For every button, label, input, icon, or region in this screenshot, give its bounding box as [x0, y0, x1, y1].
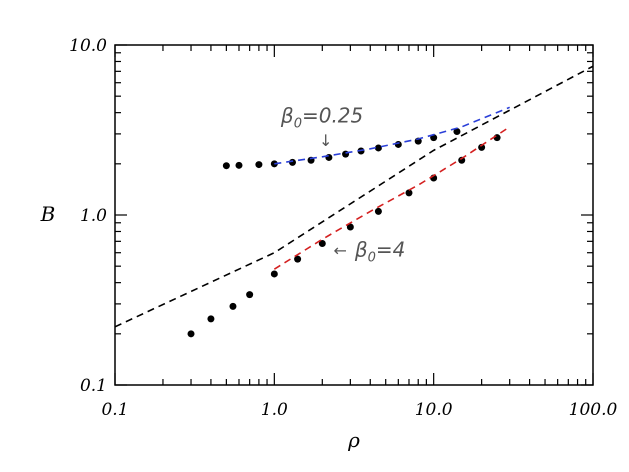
series-2-point-0	[187, 330, 195, 338]
series-0-point-0	[222, 162, 230, 170]
series-0-point-13	[453, 127, 461, 135]
y-axis-title: B	[40, 202, 56, 226]
series-0-point-4	[288, 158, 296, 166]
x-axis-title: ρ	[347, 428, 360, 452]
series-2-point-4	[270, 270, 278, 278]
annotation-arrow-down: ↓	[319, 131, 332, 150]
annotation-arrow-left: ←	[333, 241, 346, 260]
series-2-point-11	[458, 156, 466, 164]
series-0-point-1	[235, 161, 243, 169]
series-2-point-9	[405, 189, 413, 197]
series-0-point-10	[394, 140, 402, 148]
y-tick-label-0: 0.1	[80, 376, 107, 396]
series-2-point-7	[346, 223, 354, 231]
series-2-point-12	[478, 143, 486, 151]
series-2-point-5	[294, 255, 302, 263]
series-2-point-3	[246, 291, 254, 299]
series-2-point-6	[318, 239, 326, 247]
annotation-beta-4: β0=4	[354, 238, 406, 266]
series-2-point-2	[229, 302, 237, 310]
series-4-line	[114, 65, 594, 328]
plot-frame	[114, 44, 594, 386]
series-0-point-6	[325, 153, 333, 161]
series-layer	[114, 65, 594, 338]
x-tick-label-2: 10.0	[415, 400, 453, 420]
y-tick-label-2: 10.0	[69, 36, 107, 56]
series-2-point-1	[207, 315, 215, 323]
x-tick-label-1: 1.0	[261, 400, 288, 420]
annotation-beta-025: β0=0.25	[280, 104, 363, 132]
y-tick-label-1: 1.0	[80, 206, 107, 226]
series-0-point-7	[342, 150, 350, 158]
x-tick-label-3: 100.0	[569, 400, 618, 420]
series-0-point-9	[374, 144, 382, 152]
series-1-line	[274, 106, 510, 165]
tick-marks	[114, 44, 594, 386]
x-tick-label-0: 0.1	[101, 400, 128, 420]
series-0-point-2	[255, 161, 263, 169]
series-2-point-8	[374, 207, 382, 215]
